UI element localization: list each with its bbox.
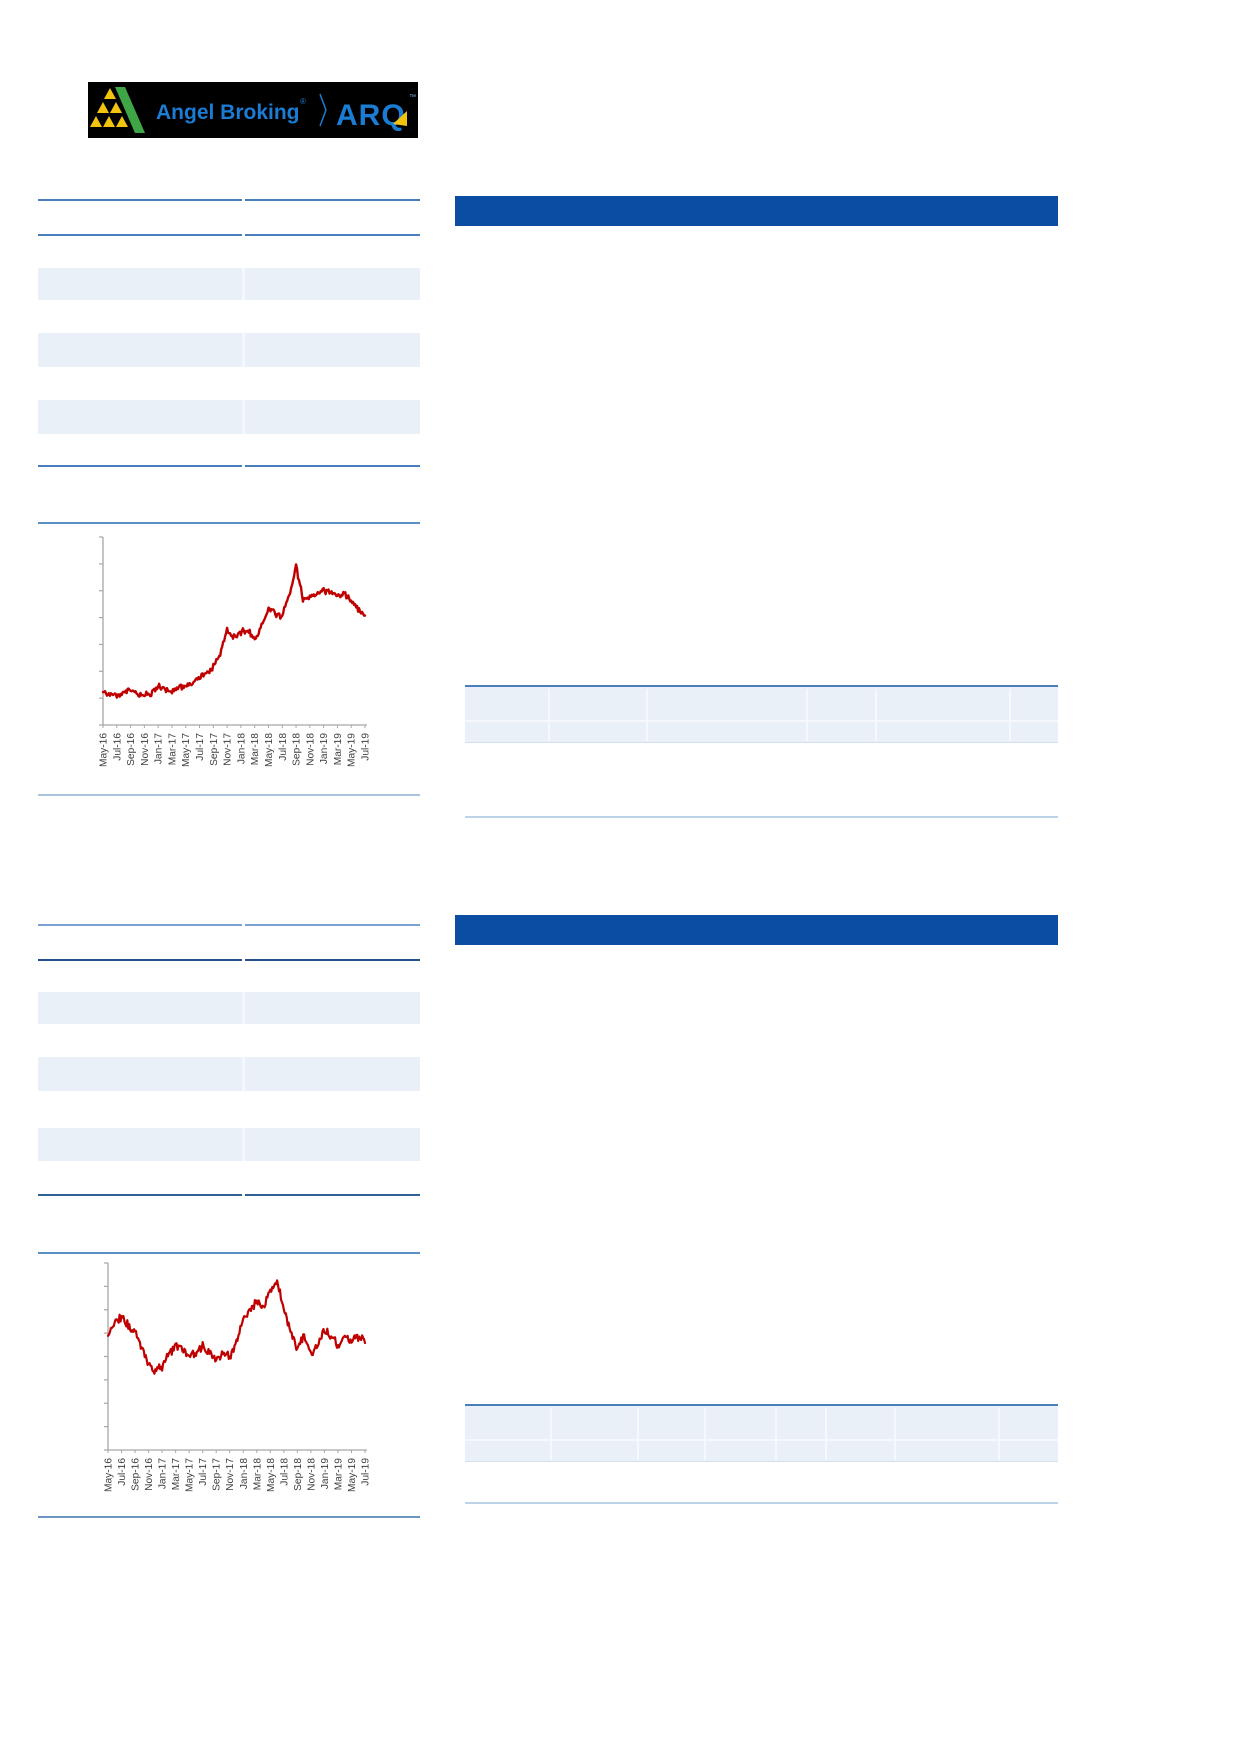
left-table3-row-shaded [38, 1057, 420, 1091]
chart1-top-border [38, 522, 420, 524]
x-tick-label: Jan-17 [154, 733, 165, 764]
x-tick-label: Mar-18 [252, 1458, 263, 1491]
table-row-divider [465, 1439, 1058, 1441]
x-tick-label: Jan-18 [236, 733, 247, 764]
x-tick-label: Jul-16 [112, 733, 123, 761]
x-tick-label: May-17 [181, 733, 192, 767]
x-tick-label: May-18 [266, 1458, 277, 1492]
table-col-divider [806, 689, 808, 741]
x-tick-label: May-16 [99, 733, 110, 767]
logo-ribbon [115, 87, 145, 133]
left-table3-top-border [38, 924, 420, 926]
x-tick-label: Jul-16 [117, 1458, 128, 1486]
x-tick-label: Sep-18 [292, 733, 303, 766]
table-col-divider [875, 689, 877, 741]
x-tick-label: Mar-19 [333, 733, 344, 766]
chart1-bottom-border [38, 794, 420, 796]
x-tick-label: Jan-19 [320, 1458, 331, 1489]
table-col-divider [825, 1408, 827, 1460]
x-tick-label: Jul-17 [195, 733, 206, 761]
left-table1-mid-border [38, 234, 420, 236]
product-name-text: ARQ [336, 99, 406, 132]
brand-logo-graphic: Angel Broking ® ARQ ™ [88, 82, 418, 138]
price-line [106, 1279, 367, 1375]
product-tm-mark: ™ [409, 94, 416, 101]
left-table1-row-shaded [38, 268, 420, 300]
left-table3-mid-border [38, 959, 420, 961]
brand-reg-mark: ® [300, 97, 306, 106]
chart2-bottom-border [38, 1516, 420, 1518]
left-table1-row-shaded [38, 400, 420, 434]
section2-financials-table [465, 1404, 1058, 1462]
x-tick-label: Nov-16 [140, 733, 151, 766]
table-col-divider [704, 1408, 706, 1460]
left-table2-top-border [38, 465, 420, 467]
section1-header-bar [455, 196, 1058, 226]
x-tick-label: Sep-16 [126, 733, 137, 766]
x-tick-label: Mar-17 [167, 733, 178, 766]
x-tick-label: Jan-18 [239, 1458, 250, 1489]
x-tick-label: May-18 [264, 733, 275, 767]
x-tick-label: Sep-18 [293, 1458, 304, 1491]
x-tick-label: Mar-17 [171, 1458, 182, 1491]
price-chart-1: May-16 Jul-16 Sep-16 Nov-16 Jan-17 Mar-17 May-… [99, 536, 372, 767]
section1-table-bottom-rule [465, 816, 1058, 818]
chart2-top-border [38, 1252, 420, 1254]
logo-q-triangle [393, 111, 407, 126]
section1-financials-table [465, 685, 1058, 743]
logo-pyramid-icon [90, 88, 128, 127]
x-tick-label: May-17 [185, 1458, 196, 1492]
brand-name-text: Angel Broking [156, 101, 300, 124]
x-tick-label: Sep-17 [209, 733, 220, 766]
x-tick-label: Nov-17 [225, 1458, 236, 1491]
x-tick-label: Jan-17 [158, 1458, 169, 1489]
x-tick-label: Sep-16 [131, 1458, 142, 1491]
x-tick-label: Jul-19 [361, 733, 372, 761]
section2-header-bar [455, 915, 1058, 945]
table-col-divider [548, 689, 550, 741]
table-col-divider [646, 689, 648, 741]
x-tick-label: Jul-19 [361, 1458, 372, 1486]
logo-divider [319, 93, 327, 127]
brand-logo: Angel Broking ® ARQ ™ [88, 82, 418, 138]
x-tick-label: Jan-19 [319, 733, 330, 764]
table-col-divider [1009, 689, 1011, 741]
x-tick-label: May-19 [347, 733, 358, 767]
table-col-divider [894, 1408, 896, 1460]
left-table3-row-shaded [38, 992, 420, 1024]
x-tick-label: May-19 [347, 1458, 358, 1492]
table-col-divider [637, 1408, 639, 1460]
table-col-divider [998, 1408, 1000, 1460]
x-tick-label: Jul-17 [198, 1458, 209, 1486]
x-tick-label: Jul-18 [279, 1458, 290, 1486]
left-table1-row-shaded [38, 333, 420, 367]
price-line [101, 563, 367, 699]
section2-table-bottom-rule [465, 1502, 1058, 1504]
x-tick-label: Nov-18 [306, 1458, 317, 1491]
x-tick-label: Mar-18 [250, 733, 261, 766]
left-table4-top-border [38, 1194, 420, 1196]
table-col-divider [550, 1408, 552, 1460]
x-tick-label: Nov-17 [223, 733, 234, 766]
table-row-divider [465, 720, 1058, 722]
x-tick-label: Nov-18 [305, 733, 316, 766]
x-tick-label: Mar-19 [333, 1458, 344, 1491]
x-tick-label: Nov-16 [144, 1458, 155, 1491]
table-col-divider [775, 1408, 777, 1460]
left-table3-row-shaded [38, 1128, 420, 1161]
x-tick-label: Sep-17 [212, 1458, 223, 1491]
left-table1-top-border [38, 199, 420, 201]
price-chart-2: May-16 Jul-16 Sep-16 Nov-16 Jan-17 Mar-17 May-… [104, 1262, 372, 1492]
x-tick-label: Jul-18 [278, 733, 289, 761]
x-tick-label: May-16 [104, 1458, 115, 1492]
